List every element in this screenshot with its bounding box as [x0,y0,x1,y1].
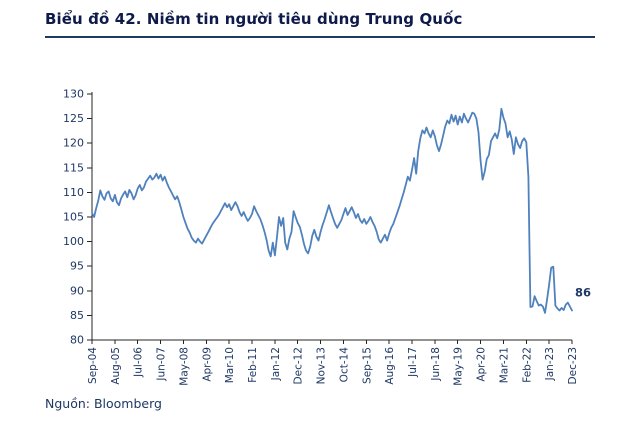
x-tick-label: Jul-06 [133,347,145,378]
y-tick-label: 130 [63,88,84,101]
x-tick-label: Jan-23 [544,347,556,381]
y-tick-label: 115 [63,161,84,174]
data-line [91,107,573,314]
x-tick-label: Jun-07 [156,347,168,382]
y-tick-label: 125 [63,112,84,125]
y-tick-label: 90 [70,284,84,297]
chart-title: Biểu đồ 42. Niềm tin người tiêu dùng Tru… [45,10,463,28]
y-tick-label: 100 [63,235,84,248]
y-tick-label: 85 [70,309,84,322]
chart-header: Biểu đồ 42. Niềm tin người tiêu dùng Tru… [45,10,595,38]
x-tick-label: Aug-05 [110,347,122,385]
y-tick-label: 95 [70,260,84,273]
y-tick-label: 110 [63,186,84,199]
x-tick-label: Mar-21 [498,347,510,383]
x-tick-label: Jul-17 [407,347,419,378]
x-tick-label: Sep-04 [87,347,99,384]
x-tick-label: May-19 [453,347,465,386]
x-tick-label: Oct-14 [338,347,350,383]
y-tick-label: 105 [63,211,84,224]
x-tick-label: Jun-18 [430,347,442,382]
x-tick-label: Apr-20 [476,347,488,382]
y-tick-label: 80 [70,334,84,347]
x-tick-label: Nov-13 [316,347,328,384]
x-tick-label: Aug-16 [384,347,396,385]
x-tick-label: Feb-11 [247,347,259,383]
x-tick-label: Feb-22 [521,347,533,383]
x-tick-label: Apr-09 [201,347,213,382]
x-tick-label: Jan-12 [270,347,282,381]
y-axis: 80 85 90 95 100 105 110 115 120 125 130 [63,88,92,347]
x-tick-label: Mar-10 [224,347,236,383]
end-value-label: 86 [575,285,591,299]
x-tick-label: May-08 [178,347,190,386]
source-label: Nguồn: Bloomberg [45,396,162,411]
x-axis: Sep-04 Aug-05 Jul-06 Jun-07 May-08 Apr-09 Mar-… [87,340,579,386]
line-chart: 80 85 90 95 100 105 110 115 120 125 130 Sep-04 Aug-0… [63,88,591,386]
x-tick-label: Sep-15 [361,347,373,384]
x-tick-label: Dec-23 [567,347,579,384]
y-tick-label: 120 [63,137,84,150]
x-tick-label: Dec-12 [293,347,305,384]
